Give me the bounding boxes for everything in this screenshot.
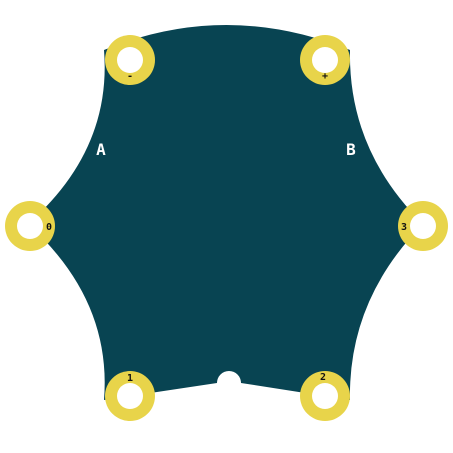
pad-hole xyxy=(117,47,143,73)
pad-plus[interactable]: + xyxy=(300,35,350,85)
side-label-a: A xyxy=(96,140,106,159)
pad-0-label: 0 xyxy=(46,222,52,233)
pad-hole xyxy=(312,383,338,409)
pad-plus-label: + xyxy=(322,71,328,82)
pad-hole xyxy=(312,47,338,73)
pad-3[interactable]: 3 xyxy=(398,201,448,251)
pad-1-label: 1 xyxy=(127,373,133,384)
pad-minus-label: - xyxy=(127,71,133,82)
pad-hole xyxy=(410,213,436,239)
pad-2-label: 2 xyxy=(320,372,326,383)
pad-0[interactable]: 0 xyxy=(5,201,55,251)
pad-1[interactable]: 1 xyxy=(105,371,155,421)
side-label-b: B xyxy=(346,140,356,159)
pad-2[interactable]: 2 xyxy=(300,371,350,421)
board-body xyxy=(28,25,423,400)
pad-hole xyxy=(117,383,143,409)
pad-hole xyxy=(17,213,43,239)
pad-3-label: 3 xyxy=(401,222,407,233)
pad-minus[interactable]: - xyxy=(105,35,155,85)
